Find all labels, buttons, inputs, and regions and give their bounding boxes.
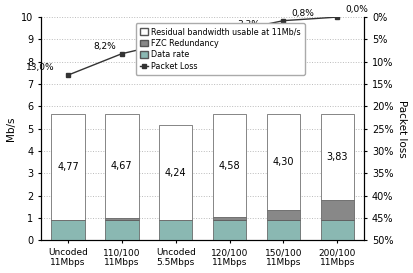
Text: 0,8%: 0,8% (292, 9, 314, 18)
Bar (105, 218, 138, 220)
Text: 3,3%: 3,3% (237, 20, 261, 29)
Bar (213, 220, 246, 241)
Text: 3,83: 3,83 (327, 152, 348, 162)
Bar (159, 220, 192, 241)
Text: 4,30: 4,30 (273, 157, 294, 167)
Y-axis label: Mb/s: Mb/s (5, 117, 16, 141)
Bar (213, 217, 246, 220)
Bar (213, 114, 246, 217)
Y-axis label: Packet loss: Packet loss (397, 100, 408, 158)
Bar (51, 114, 85, 220)
Bar (320, 220, 354, 241)
Bar (105, 220, 138, 241)
Bar (320, 114, 354, 200)
Text: 5,4%: 5,4% (184, 29, 206, 38)
Bar (267, 114, 300, 210)
Text: 4,58: 4,58 (219, 161, 240, 171)
Bar (267, 220, 300, 241)
Bar (51, 220, 85, 241)
Text: 8,2%: 8,2% (94, 42, 116, 51)
Bar (105, 114, 138, 218)
Text: 4,77: 4,77 (57, 162, 79, 172)
Legend: Residual bandwidth usable at 11Mb/s, FZC Redundancy, Data rate, Packet Loss: Residual bandwidth usable at 11Mb/s, FZC… (135, 23, 304, 75)
Text: 0,0%: 0,0% (345, 5, 368, 14)
Text: 13,0%: 13,0% (26, 63, 55, 72)
Text: 4,24: 4,24 (165, 168, 187, 178)
Text: 4,67: 4,67 (111, 161, 133, 171)
Bar (320, 200, 354, 220)
Bar (159, 125, 192, 220)
Bar (267, 210, 300, 220)
